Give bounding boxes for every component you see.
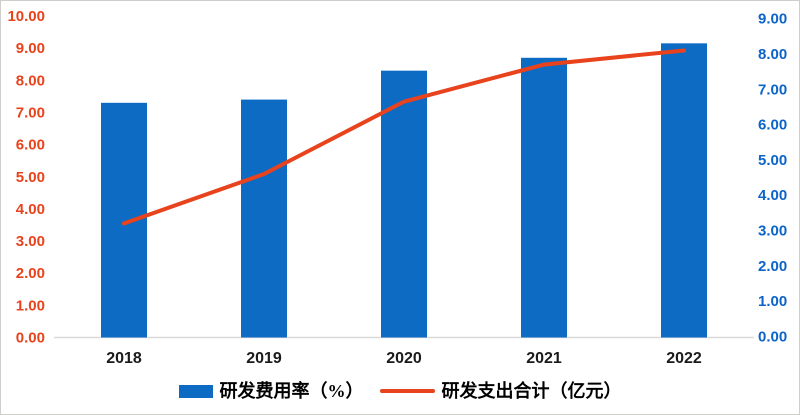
legend-item-bar-series: 研发费用率（%） bbox=[178, 381, 364, 401]
right-axis-tick-label: 6.00 bbox=[758, 117, 787, 134]
legend-item-line-series: 研发支出合计（亿元） bbox=[379, 381, 622, 401]
left-axis-tick-label: 4.00 bbox=[16, 201, 45, 218]
left-axis-tick-label: 1.00 bbox=[16, 297, 45, 314]
bar-2019 bbox=[241, 99, 287, 338]
right-axis-tick-label: 2.00 bbox=[758, 258, 787, 275]
line-series-swatch-icon bbox=[379, 389, 435, 393]
right-axis-tick-label: 1.00 bbox=[758, 293, 787, 310]
left-axis-tick-label: 0.00 bbox=[16, 330, 45, 347]
combo-chart-canvas: 0.00 1.00 2.00 3.00 4.00 5.00 6.00 7.00 8.00 9.00… bbox=[7, 8, 787, 367]
right-axis-tick-label: 7.00 bbox=[758, 81, 787, 98]
left-axis-tick-label: 8.00 bbox=[16, 72, 45, 89]
left-axis-tick-label: 3.00 bbox=[16, 233, 45, 250]
bar-2018 bbox=[101, 102, 147, 338]
bar-2020 bbox=[381, 70, 427, 338]
left-axis-tick-label: 9.00 bbox=[16, 40, 45, 57]
right-axis-tick-label: 5.00 bbox=[758, 152, 787, 169]
bar-series-legend-label: 研发费用率（%） bbox=[219, 381, 364, 401]
right-axis-tick-label: 9.00 bbox=[758, 11, 787, 28]
left-axis-tick-label: 10.00 bbox=[7, 8, 45, 25]
bar-2022 bbox=[661, 43, 707, 338]
chart-legend: 研发费用率（%） 研发支出合计（亿元） bbox=[1, 382, 799, 400]
x-axis-label-2022: 2022 bbox=[666, 350, 702, 367]
x-axis-label-2019: 2019 bbox=[246, 350, 282, 367]
bar-series-swatch-icon bbox=[178, 384, 213, 398]
bar-2021 bbox=[521, 57, 567, 338]
x-axis-label-2018: 2018 bbox=[106, 350, 142, 367]
line-series bbox=[122, 48, 686, 226]
left-axis-tick-label: 5.00 bbox=[16, 169, 45, 186]
left-axis-tick-label: 6.00 bbox=[16, 137, 45, 154]
line-series-legend-label: 研发支出合计（亿元） bbox=[441, 381, 622, 401]
left-axis-tick-label: 2.00 bbox=[16, 265, 45, 282]
right-axis-tick-label: 4.00 bbox=[758, 187, 787, 204]
x-axis-label-2021: 2021 bbox=[526, 350, 562, 367]
right-axis-tick-label: 3.00 bbox=[758, 223, 787, 240]
right-axis-tick-label: 8.00 bbox=[758, 46, 787, 63]
right-axis-tick-label: 0.00 bbox=[758, 328, 787, 345]
left-axis-tick-label: 7.00 bbox=[16, 104, 45, 121]
x-axis-label-2020: 2020 bbox=[386, 350, 422, 367]
